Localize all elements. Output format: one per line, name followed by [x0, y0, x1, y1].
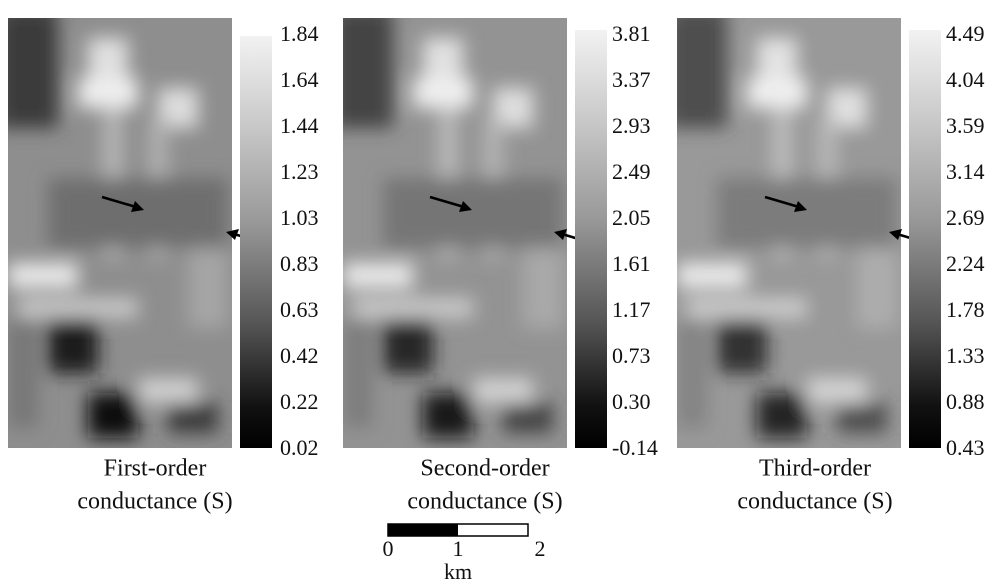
colorbar [575, 30, 607, 448]
colorbar-tick-label: 3.81 [612, 21, 651, 46]
colorbar-tick-label: 3.14 [946, 159, 985, 184]
scalebar-label: 1 [453, 536, 464, 561]
map-3 [667, 8, 901, 448]
scalebar-label: 2 [535, 536, 546, 561]
scalebar [387, 523, 529, 537]
caption: conductance (S) [407, 489, 562, 515]
caption: Third-order [759, 456, 871, 482]
colorbar-tick-label: 0.83 [280, 251, 319, 276]
colorbar-tick-label: 1.64 [280, 67, 319, 92]
colorbar-tick-label: 4.49 [946, 21, 985, 46]
caption: conductance (S) [77, 489, 232, 515]
colorbar-tick-label: 0.88 [946, 389, 985, 414]
colorbar-tick-label: 2.93 [612, 113, 651, 138]
colorbar-tick-label: 1.03 [280, 205, 319, 230]
colorbar-tick-label: 1.84 [280, 21, 319, 46]
colorbar-tick-label: 0.42 [280, 343, 319, 368]
colorbar-tick-label: 0.43 [946, 435, 985, 460]
colorbar-tick-label: -0.14 [612, 435, 658, 460]
colorbar-tick-label: 1.17 [612, 297, 651, 322]
colorbar-tick-label: 0.30 [612, 389, 651, 414]
colorbar-tick-label: 4.04 [946, 67, 985, 92]
colorbar-tick-label: 1.33 [946, 343, 985, 368]
colorbar [240, 36, 272, 448]
colorbar-tick-label: 2.49 [612, 159, 651, 184]
colorbar-tick-label: 0.02 [280, 435, 319, 460]
colorbar-tick-label: 3.59 [946, 113, 985, 138]
caption: conductance (S) [737, 489, 892, 515]
colorbar-tick-label: 1.78 [946, 297, 985, 322]
colorbar-tick-label: 2.69 [946, 205, 985, 230]
colorbar-tick-label: 0.22 [280, 389, 319, 414]
scalebar-unit: km [444, 559, 472, 584]
colorbar-tick-label: 1.23 [280, 159, 319, 184]
colorbar-tick-label: 1.44 [280, 113, 319, 138]
colorbar-tick-label: 3.37 [612, 67, 651, 92]
colorbar-tick-label: 0.73 [612, 343, 651, 368]
scalebar-label: 0 [383, 536, 394, 561]
colorbar-tick-label: 0.63 [280, 297, 319, 322]
colorbar [909, 30, 941, 448]
map-2 [333, 8, 567, 448]
colorbar-tick-label: 2.05 [612, 205, 651, 230]
caption: First-order [104, 456, 207, 482]
colorbar-tick-label: 1.61 [612, 251, 651, 276]
colorbar-tick-label: 2.24 [946, 251, 985, 276]
map-1 [0, 8, 232, 448]
caption: Second-order [420, 456, 549, 482]
